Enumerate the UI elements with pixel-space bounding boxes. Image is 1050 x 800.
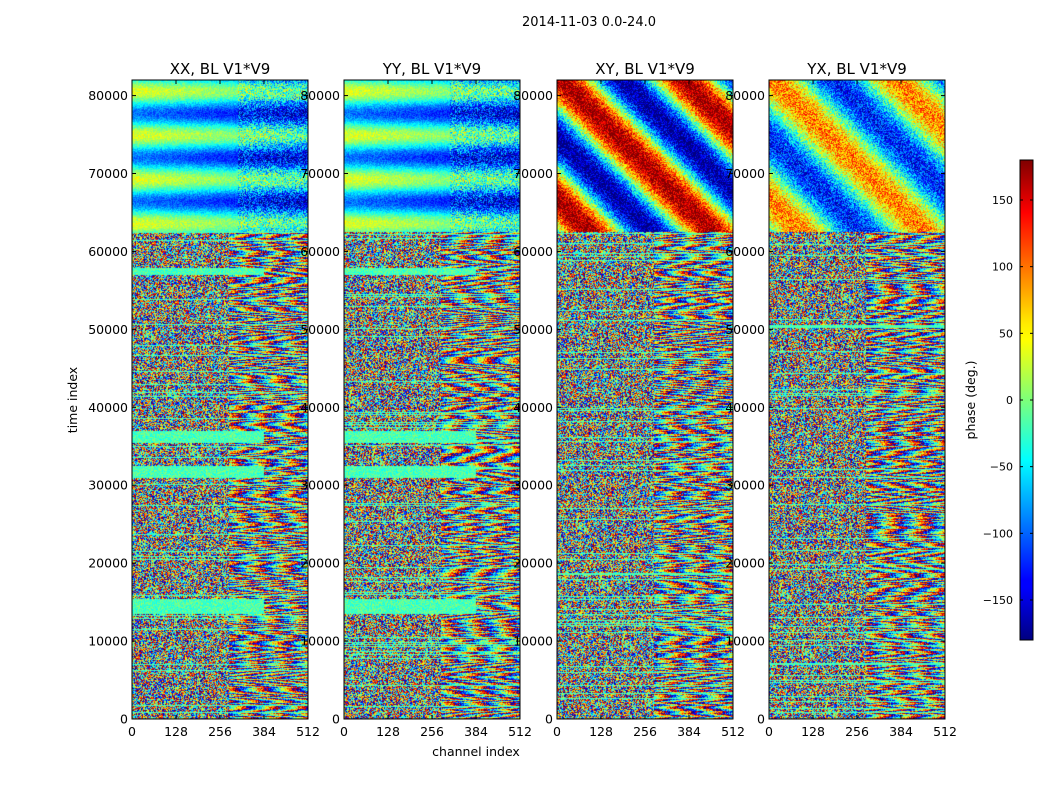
panel-1-xtick-label: 384: [252, 724, 276, 739]
panel-2-heatmap: [344, 80, 520, 719]
panel-4-ytick-label: 30000: [725, 478, 765, 493]
panel-1-ytick-label: 20000: [88, 556, 128, 571]
panel-2-ytick-label: 20000: [300, 556, 340, 571]
panel-4-ytick-label: 70000: [725, 166, 765, 181]
colorbar-label: phase (deg.): [963, 361, 978, 440]
panel-3-ytick-label: 60000: [513, 244, 553, 259]
panel-4-xtick-label: 128: [801, 724, 825, 739]
panel-4-ytick-label: 20000: [725, 556, 765, 571]
colorbar-tick-label: −150: [983, 594, 1013, 607]
panel-4-ytick-label: 60000: [725, 244, 765, 259]
panel-3-title: XY, BL V1*V9: [595, 60, 695, 78]
panel-3-ytick-label: 80000: [513, 88, 553, 103]
y-axis-label: time index: [65, 367, 80, 433]
panel-3-ytick-label: 30000: [513, 478, 553, 493]
panel-3-ytick-label: 0: [545, 712, 553, 727]
panel-1-ytick-label: 60000: [88, 244, 128, 259]
panel-1-heatmap: [132, 80, 308, 719]
panel-1-ytick-label: 30000: [88, 478, 128, 493]
panel-2-ytick-label: 60000: [300, 244, 340, 259]
panel-3-ytick-label: 10000: [513, 634, 553, 649]
panel-4-ytick-label: 40000: [725, 400, 765, 415]
panel-4-ytick-label: 0: [757, 712, 765, 727]
panel-2-ytick-label: 40000: [300, 400, 340, 415]
colorbar-tick-label: −100: [983, 527, 1013, 540]
panel-2-ytick-label: 10000: [300, 634, 340, 649]
panel-2-ytick-label: 50000: [300, 322, 340, 337]
panel-2-xtick-label: 384: [464, 724, 488, 739]
panel-3-xtick-label: 128: [589, 724, 613, 739]
panel-3-heatmap: [557, 80, 733, 719]
colorbar-ticks: −150 −100 −50 0 50 100 150: [983, 194, 1033, 607]
panel-4-xtick-label: 384: [889, 724, 913, 739]
panel-1-xtick-label: 128: [164, 724, 188, 739]
panel-1-title: XX, BL V1*V9: [170, 60, 271, 78]
panel-4-title: YX, BL V1*V9: [806, 60, 907, 78]
panel-3-ytick-label: 70000: [513, 166, 553, 181]
panel-2-ytick-label: 70000: [300, 166, 340, 181]
colorbar-tick-label: 0: [1006, 394, 1013, 407]
panel-3-xtick-label: 0: [553, 724, 561, 739]
panel-3-ytick-label: 50000: [513, 322, 553, 337]
colorbar: −150 −100 −50 0 50 100 150 phase (deg.): [963, 159, 1034, 641]
panel-2-xtick-label: 256: [420, 724, 444, 739]
panel-2-ytick-label: 30000: [300, 478, 340, 493]
figure-suptitle: 2014-11-03 0.0-24.0: [522, 15, 656, 30]
panel-1-xtick-label: 0: [128, 724, 136, 739]
colorbar-tick-label: 100: [992, 261, 1013, 274]
panel-4-ytick-label: 10000: [725, 634, 765, 649]
panel-1-xtick-label: 256: [208, 724, 232, 739]
panel-2-title: YY, BL V1*V9: [382, 60, 481, 78]
panel-4-xtick-label: 0: [765, 724, 773, 739]
panel-1-ytick-label: 10000: [88, 634, 128, 649]
panel-4-ytick-label: 80000: [725, 88, 765, 103]
panel-4-ytick-label: 50000: [725, 322, 765, 337]
panel-2-xtick-label: 0: [340, 724, 348, 739]
colorbar-tick-label: 150: [992, 194, 1013, 207]
panel-1-ytick-label: 70000: [88, 166, 128, 181]
panel-4-heatmap: [769, 80, 945, 719]
panel-3-xtick-label: 512: [721, 724, 745, 739]
colorbar-tick-label: −50: [990, 461, 1013, 474]
panel-1-ytick-label: 50000: [88, 322, 128, 337]
panel-1-xtick-label: 512: [296, 724, 320, 739]
panel-3-ytick-label: 20000: [513, 556, 553, 571]
panel-1-ytick-label: 0: [120, 712, 128, 727]
x-axis-label: channel index: [432, 744, 520, 759]
panel-2-xtick-label: 512: [508, 724, 532, 739]
panels-layer: XX, BL V1*V9 0 128 256 384 512 0 10000 20000 3000…: [88, 60, 957, 739]
panel-3-ytick-label: 40000: [513, 400, 553, 415]
panel-4-xtick-label: 512: [933, 724, 957, 739]
panel-3-xtick-label: 384: [677, 724, 701, 739]
panel-2-ytick-label: 0: [332, 712, 340, 727]
colorbar-tick-label: 50: [999, 327, 1013, 340]
panel-2-xtick-label: 128: [376, 724, 400, 739]
panel-4-xtick-label: 256: [845, 724, 869, 739]
panel-3-xtick-label: 256: [633, 724, 657, 739]
panel-2-ytick-label: 80000: [300, 88, 340, 103]
panel-1-ytick-label: 40000: [88, 400, 128, 415]
panel-1-ytick-label: 80000: [88, 88, 128, 103]
